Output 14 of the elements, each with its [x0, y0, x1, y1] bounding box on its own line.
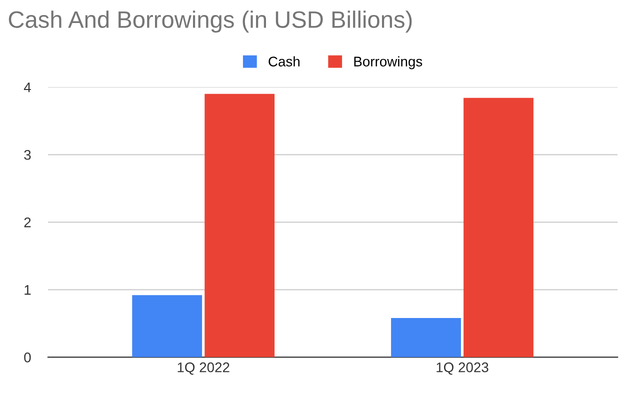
y-tick-label: 2	[24, 217, 31, 228]
legend-label: Cash	[268, 56, 300, 66]
bar	[464, 98, 534, 358]
x-tick-label: 1Q 2022	[178, 362, 230, 375]
x-tick-label: 1Q 2023	[436, 362, 488, 375]
legend-label: Borrowings	[354, 56, 422, 70]
bar	[204, 94, 275, 358]
y-tick-label: 3	[24, 150, 31, 160]
bar	[132, 295, 202, 358]
y-tick-label: 4	[24, 82, 31, 92]
bar	[391, 318, 461, 358]
y-tick-label: 1	[24, 285, 31, 295]
chart-title: Cash And Borrowings (in USD Billions)	[8, 10, 412, 33]
y-tick-label: 0	[24, 352, 31, 362]
